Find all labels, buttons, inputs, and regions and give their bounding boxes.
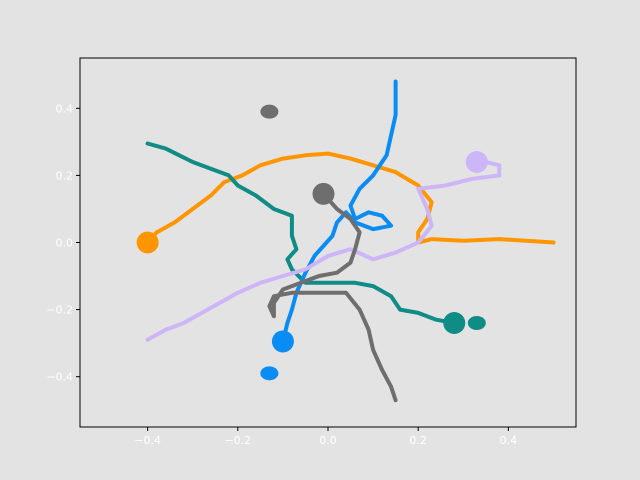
- y-tick-label: 0.2: [56, 169, 74, 182]
- x-tick-label: 0.0: [319, 434, 337, 447]
- x-axis: −0.4 −0.2 0.0 0.2 0.4: [134, 427, 517, 447]
- y-tick-label: −0.2: [46, 304, 73, 317]
- y-tick-label: 0.0: [56, 237, 74, 250]
- trajectory-series-1: [145, 141, 457, 325]
- start-marker-4: [312, 182, 335, 205]
- start-marker-2: [271, 330, 294, 353]
- start-marker-1: [443, 312, 466, 335]
- goal-marker-4: [260, 104, 279, 119]
- goal-marker-1: [467, 316, 486, 331]
- trajectory-series-2: [280, 79, 398, 344]
- y-tick-label: −0.4: [46, 371, 73, 384]
- y-tick-label: 0.4: [56, 102, 74, 115]
- y-axis: −0.4 −0.2 0.0 0.2 0.4: [46, 102, 80, 384]
- x-tick-label: 0.4: [500, 434, 518, 447]
- trajectory-series-4: [267, 191, 398, 403]
- start-marker-3: [465, 150, 488, 173]
- x-tick-label: −0.2: [224, 434, 251, 447]
- start-marker-0: [136, 231, 159, 254]
- trajectory-layer: [145, 79, 556, 403]
- x-tick-label: 0.2: [409, 434, 427, 447]
- trajectory-series-0: [145, 151, 556, 245]
- goal-marker-2: [260, 366, 279, 381]
- trajectory-series-3: [145, 160, 502, 342]
- x-tick-label: −0.4: [134, 434, 161, 447]
- marker-layer: [136, 104, 488, 381]
